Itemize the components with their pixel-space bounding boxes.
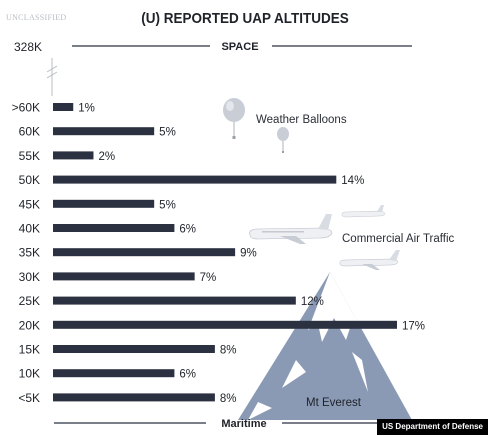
- axis-break-icon: [46, 58, 58, 96]
- bar-value-label: 5%: [159, 199, 176, 211]
- weather-balloon-icon: [223, 98, 289, 153]
- bar-value-label: 14%: [341, 175, 364, 187]
- bar-value-label: 1%: [78, 103, 95, 115]
- chart-title: (U) REPORTED UAP ALTITUDES: [141, 10, 349, 27]
- bars-group: >60K 1% 60K 5% 55K 2% 50K 14% 45K 5% 40K 6% 35K 9% 30K…: [12, 101, 425, 405]
- category-label: 20K: [19, 318, 40, 332]
- category-label: 45K: [19, 197, 40, 211]
- bar: [53, 393, 215, 402]
- annotation-weather-balloons: Weather Balloons: [256, 114, 347, 126]
- bar-value-label: 6%: [179, 369, 196, 381]
- category-label: 60K: [19, 125, 40, 139]
- annotation-mt-everest: Mt Everest: [306, 397, 362, 409]
- bar: [53, 320, 397, 329]
- bar: [53, 199, 155, 208]
- category-label: 30K: [19, 270, 40, 284]
- bar-value-label: 6%: [179, 224, 196, 236]
- category-label: 55K: [19, 149, 40, 163]
- bar: [53, 296, 296, 305]
- bar-value-label: 8%: [220, 345, 237, 357]
- bar: [53, 272, 195, 281]
- annotation-commercial-air-traffic: Commercial Air Traffic: [342, 233, 455, 245]
- bar-value-label: 2%: [98, 151, 115, 163]
- bar-value-label: 5%: [159, 127, 176, 139]
- bar: [53, 151, 94, 160]
- bar-value-label: 17%: [402, 320, 425, 332]
- bar-value-label: 9%: [240, 248, 257, 260]
- credit-badge: US Department of Defense: [377, 419, 488, 435]
- bar-value-label: 12%: [301, 296, 324, 308]
- bar: [53, 248, 236, 257]
- bar-value-label: 8%: [220, 393, 237, 405]
- airliner-small-icon: [341, 205, 386, 218]
- bar: [53, 224, 175, 232]
- category-label: 10K: [19, 367, 40, 381]
- category-label: 25K: [19, 294, 40, 308]
- space-band-label: SPACE: [221, 41, 258, 53]
- bar: [53, 345, 215, 353]
- category-label: 35K: [19, 246, 40, 260]
- bar: [53, 175, 337, 184]
- category-label: <5K: [18, 391, 40, 405]
- bar-value-label: 7%: [200, 272, 217, 284]
- category-label: 50K: [19, 173, 40, 187]
- top-altitude-label: 328K: [14, 40, 42, 54]
- category-label: 15K: [19, 343, 40, 357]
- bar: [53, 127, 155, 136]
- maritime-band-label: Maritime: [221, 418, 266, 430]
- category-label: >60K: [12, 101, 40, 115]
- bar: [53, 369, 175, 378]
- airliner-lower-icon: [339, 250, 400, 270]
- airliner-icon: [249, 214, 333, 244]
- bar: [53, 103, 74, 111]
- category-label: 40K: [19, 222, 40, 236]
- classification-marking: UNCLASSIFIED: [6, 13, 67, 22]
